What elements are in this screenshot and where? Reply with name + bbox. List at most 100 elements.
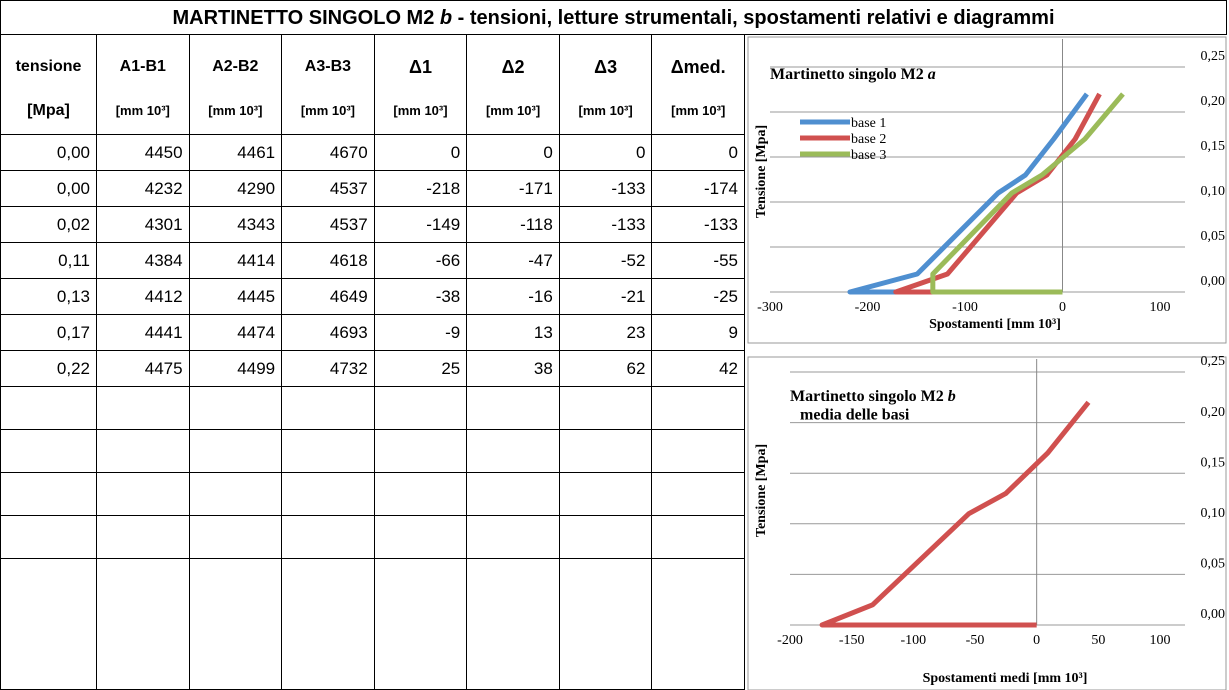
table-cell: 4670 [282,135,375,171]
header-label: Δ2 [501,57,525,77]
table-cell: 0 [467,135,560,171]
empty-cell [374,430,468,473]
y-tick-label: 0,25 [1201,49,1226,64]
x-tick-label: -300 [757,300,783,315]
header-unit: [mm 10³] [115,103,170,118]
table-cell: 4412 [97,279,190,315]
header-unit: [mm 10³] [393,103,448,118]
header-unit: [mm 10³] [300,103,356,118]
empty-cell [0,516,97,559]
table-cell: 4537 [282,171,375,207]
empty-cell [282,516,375,559]
table-cell: -9 [374,315,468,351]
table-cell: 4649 [282,279,375,315]
x-tick-label: -50 [966,633,985,648]
chart-title: Martinetto singolo M2 b [790,388,956,405]
empty-cell [374,516,468,559]
table-cell: 62 [559,351,653,387]
x-tick-label: -200 [777,633,803,648]
empty-cell [97,387,190,430]
empty-cell [282,430,375,473]
y-tick-label: 0,15 [1201,139,1226,154]
header-unit: [mm 10³] [208,103,263,118]
y-tick-label: 0,10 [1201,184,1226,199]
table-cell: 0 [652,135,745,171]
empty-cell [559,473,653,516]
table-cell: 4384 [97,243,190,279]
table-cell: 4474 [189,315,283,351]
header-cell: Δ2 [mm 10³] [467,35,560,135]
chart-subtitle: media delle basi [800,407,910,424]
table-cell: -16 [467,279,560,315]
x-tick-label: -150 [839,633,865,648]
header-cell: A3-B3 [mm 10³] [282,35,375,135]
x-tick-label: -100 [900,633,926,648]
y-tick-label: 0,15 [1201,455,1226,470]
legend-label: base 1 [851,116,886,131]
empty-cell [0,387,97,430]
table-cell: 4445 [189,279,283,315]
header-cell: A1-B1 [mm 10³] [97,35,190,135]
empty-cell [189,387,283,430]
header-unit: [mm 10³] [485,103,541,118]
empty-cell [652,387,745,430]
y-tick-label: 0,00 [1201,607,1226,622]
table-cell: 9 [652,315,745,351]
empty-cell [559,430,653,473]
table-cell: 4499 [189,351,283,387]
table-cell: 0,11 [0,243,97,279]
y-tick-label: 0,10 [1201,506,1226,521]
empty-cell [559,516,653,559]
table-cell: 0,13 [0,279,97,315]
table-cell: 4732 [282,351,375,387]
x-tick-label: 50 [1091,633,1105,648]
x-axis-label: Spostamenti [mm 10³] [929,317,1061,332]
empty-cell [97,473,190,516]
empty-cell [97,430,190,473]
table-cell: 4618 [282,243,375,279]
table-cell: 4232 [97,171,190,207]
empty-cell [189,430,283,473]
table-cell: 0 [559,135,653,171]
table-cell: -133 [652,207,745,243]
chart-title-italic: a [928,66,936,83]
header-label: tensione [15,58,82,75]
empty-cell [97,516,190,559]
empty-cell [467,473,560,516]
empty-cell [0,430,97,473]
table-cell: 4414 [189,243,283,279]
y-tick-label: 0,20 [1201,94,1226,109]
empty-cell [374,387,468,430]
empty-cell [189,473,283,516]
y-tick-label: 0,05 [1201,557,1226,572]
chart-title: Martinetto singolo M2 a [770,66,936,83]
table-cell: 4537 [282,207,375,243]
title-text: MARTINETTO SINGOLO M2 [172,7,440,29]
empty-cell [374,473,468,516]
chart-frame [747,36,1227,344]
y-tick-label: 0,20 [1201,405,1226,420]
header-label: Δ1 [409,57,432,77]
table-cell: 4290 [189,171,283,207]
x-tick-label: 100 [1150,300,1171,315]
header-cell: Δ1 [mm 10³] [374,35,468,135]
table-cell: 4450 [97,135,190,171]
table-cell: -133 [559,171,653,207]
table-cell: -171 [467,171,560,207]
chart-title-italic: b [948,388,956,405]
x-tick-label: 100 [1150,633,1171,648]
table-cell: 4461 [189,135,283,171]
table-cell: -174 [652,171,745,207]
table-cell: 0,17 [0,315,97,351]
table-cell: 0 [374,135,468,171]
header-unit: [mm 10³] [671,103,726,118]
empty-cell [467,430,560,473]
table-cell: -149 [374,207,468,243]
empty-cell [652,430,745,473]
header-label: A3-B3 [304,58,352,75]
empty-cell [652,516,745,559]
x-axis-label: Spostamenti medi [mm 10³] [923,671,1088,686]
table-cell: -118 [467,207,560,243]
table-cell: 0,22 [0,351,97,387]
empty-cell [559,387,653,430]
